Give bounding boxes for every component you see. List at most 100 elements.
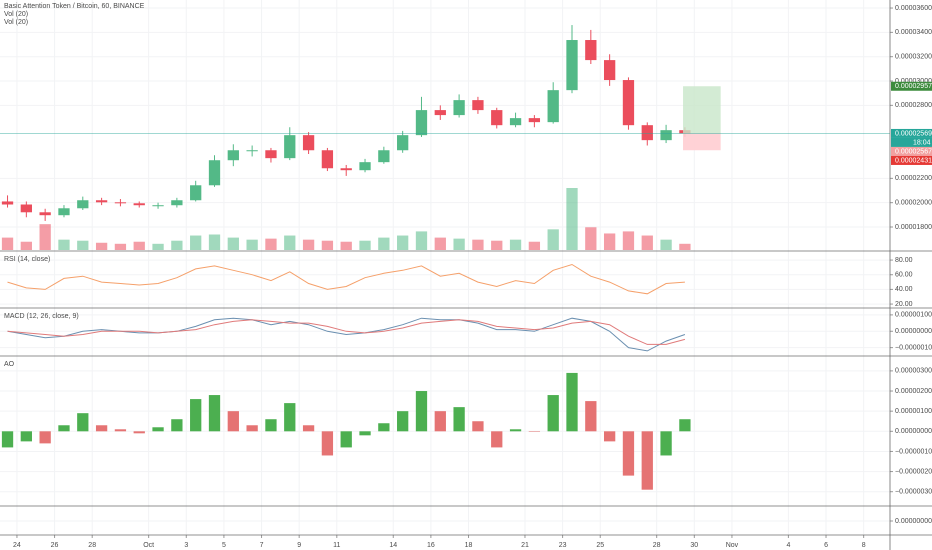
candle-body — [378, 150, 390, 163]
volume-bar — [133, 241, 145, 250]
volume-bar — [265, 238, 277, 250]
y-tick-label: 20.00 — [895, 301, 913, 308]
ao-bar — [679, 419, 691, 432]
ao-bar — [528, 431, 541, 432]
ao-bar — [603, 431, 616, 442]
volume-bar — [1, 237, 14, 250]
price-label-box — [891, 81, 932, 91]
volume-bar — [39, 224, 51, 250]
price-label: 0.00002569 — [895, 130, 932, 137]
volume-bar — [566, 188, 578, 250]
candle-body — [641, 125, 653, 141]
candle-body — [359, 162, 371, 171]
candle-body — [415, 110, 428, 136]
volume-bar — [227, 237, 239, 250]
ao-bar — [378, 423, 390, 432]
ao-bar — [95, 425, 108, 432]
y-tick-label: 0.00000100 — [895, 312, 932, 319]
volume-bar — [58, 239, 70, 250]
y-tick-label: 0.00000000 — [895, 518, 932, 525]
indicator-label: Vol (20) — [4, 11, 28, 18]
candle-body — [603, 60, 616, 81]
candle-body — [227, 150, 239, 161]
candle-body — [95, 200, 108, 203]
price-label-box — [891, 146, 932, 156]
y-tick-label: 60.00 — [895, 272, 913, 279]
y-tick-label: 0.00001800 — [895, 224, 932, 231]
volume-bar — [114, 243, 127, 250]
volume-bar — [77, 240, 89, 250]
ao-bar — [58, 425, 70, 432]
ao-bar — [152, 427, 164, 432]
ao-bar — [415, 391, 428, 432]
rsi-title: RSI (14, close) — [4, 256, 50, 263]
y-tick-label: 0.00000000 — [895, 428, 932, 435]
y-tick-label: 0.00003600 — [895, 5, 932, 12]
x-tick-label: 9 — [297, 542, 301, 549]
y-tick-label: 0.00003400 — [895, 29, 932, 36]
candle-body — [340, 168, 352, 171]
ao-bar — [39, 431, 51, 444]
candle-body — [1, 201, 14, 205]
indicator-label: Vol (20) — [4, 19, 28, 26]
y-tick-label: 0.00000000 — [895, 328, 932, 335]
y-tick-label: 0.00002200 — [895, 175, 932, 182]
x-tick-label: 11 — [333, 542, 340, 549]
y-tick-label: 80.00 — [895, 257, 913, 264]
candle-body — [622, 80, 635, 126]
ao-bar — [491, 431, 503, 448]
position-target-zone — [683, 86, 721, 134]
volume-bar — [472, 239, 484, 250]
volume-bar — [509, 239, 522, 250]
candle-body — [434, 110, 446, 116]
x-tick-label: 21 — [521, 542, 529, 549]
volume-bar — [603, 233, 616, 250]
x-tick-label: 25 — [596, 542, 604, 549]
x-tick-label: 28 — [653, 542, 661, 549]
ao-bar — [509, 429, 522, 432]
ao-bar — [246, 425, 258, 432]
ao-bar — [585, 401, 597, 432]
ao-bar — [622, 431, 635, 476]
candle-body — [20, 204, 32, 213]
indicator-line — [7, 263, 685, 295]
price-label-box — [891, 155, 932, 165]
x-tick-label: 4 — [786, 542, 790, 549]
candle-body — [246, 150, 258, 152]
volume-bar — [528, 241, 541, 250]
volume-bar — [679, 243, 691, 250]
y-tick-label: 40.00 — [895, 286, 913, 293]
symbol-title: Basic Attention Token / Bitcoin, 60, BIN… — [4, 3, 145, 10]
candle-body — [321, 150, 334, 169]
volume-bar — [171, 240, 183, 250]
volume-bar — [453, 238, 465, 250]
candle-body — [453, 100, 465, 116]
volume-bar — [585, 227, 597, 250]
candle-body — [58, 208, 70, 216]
x-tick-label: 18 — [465, 542, 473, 549]
x-tick-label: 16 — [427, 542, 435, 549]
x-tick-label: 5 — [222, 542, 226, 549]
ao-bar — [453, 407, 465, 432]
ao-bar — [208, 395, 221, 432]
candle-body — [472, 100, 484, 111]
y-tick-label: −0.00000100 — [895, 344, 932, 351]
price-label: 0.00002431 — [895, 157, 932, 164]
x-tick-label: 24 — [13, 542, 21, 549]
volume-bar — [321, 240, 334, 250]
volume-bar — [415, 231, 428, 250]
ao-bar — [547, 395, 559, 432]
ao-bar — [434, 411, 446, 432]
volume-bar — [302, 239, 315, 250]
volume-bar — [246, 239, 258, 250]
candle-body — [133, 203, 145, 206]
y-tick-label: 0.00002000 — [895, 200, 932, 207]
ao-bar — [302, 425, 315, 432]
y-tick-label: 0.00003000 — [895, 78, 932, 85]
candle-body — [528, 118, 541, 123]
y-tick-label: 0.00000100 — [895, 408, 932, 415]
macd-title: MACD (12, 26, close, 9) — [4, 313, 79, 320]
price-label-box — [891, 128, 932, 138]
x-tick-label: 8 — [862, 542, 866, 549]
